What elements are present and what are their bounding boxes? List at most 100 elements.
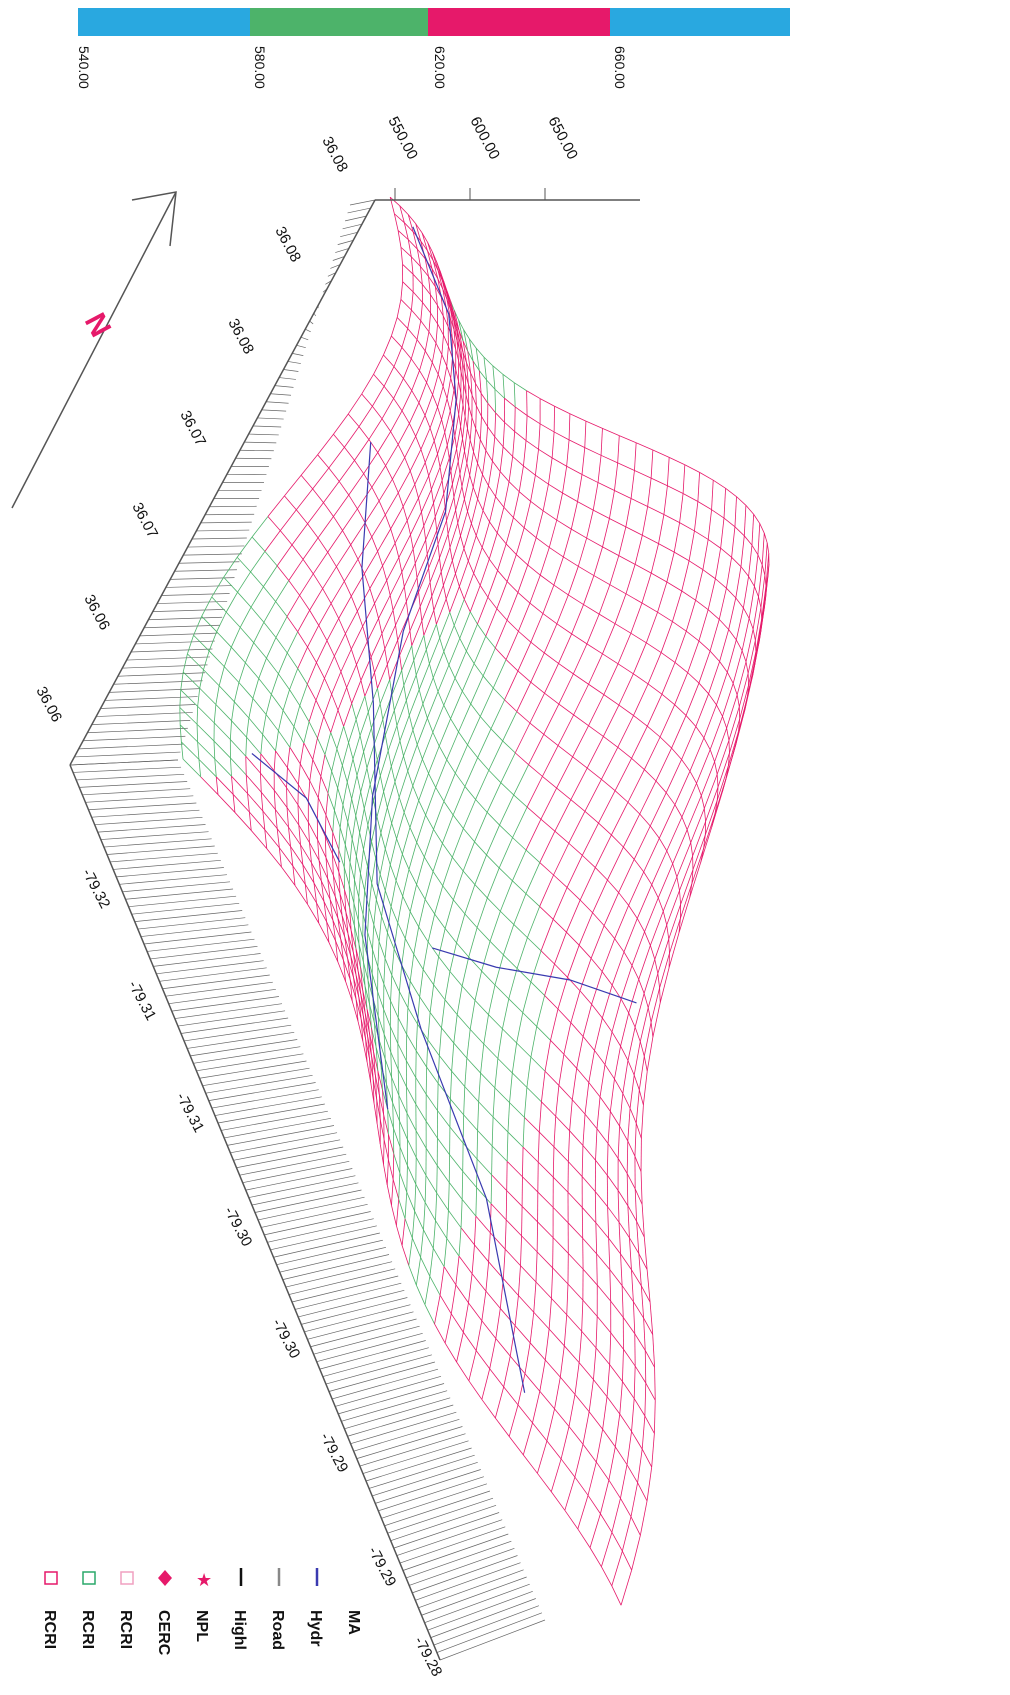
mesh-line: [492, 365, 496, 390]
mesh-line: [726, 672, 734, 684]
mesh-line: [617, 1126, 620, 1159]
mesh-line: [541, 1071, 546, 1102]
mesh-line: [602, 1396, 608, 1430]
mesh-line: [409, 470, 416, 485]
mesh-line: [362, 890, 366, 915]
curtain-hatch-line: [328, 1361, 435, 1392]
mesh-line: [513, 517, 525, 529]
mesh-line: [326, 921, 336, 942]
mesh-line: [407, 309, 412, 329]
mesh-line: [601, 985, 613, 1019]
mesh-line: [418, 773, 429, 801]
curtain-hatch-line: [162, 974, 270, 990]
mesh-line: [377, 1016, 385, 1035]
mesh-line: [462, 341, 469, 352]
mesh-line: [297, 804, 309, 823]
mesh-line: [389, 571, 403, 596]
mesh-line: [281, 866, 296, 886]
mesh-line: [630, 498, 648, 507]
mesh-line: [393, 685, 405, 711]
mesh-line: [627, 1205, 637, 1222]
mesh-line: [383, 1009, 385, 1035]
mesh-line: [383, 983, 391, 1002]
mesh-line: [608, 1446, 616, 1481]
mesh-line: [625, 526, 643, 536]
mesh-line: [566, 1314, 582, 1332]
mesh-line: [645, 612, 658, 643]
mesh-line: [622, 1349, 624, 1382]
mesh-line: [526, 415, 541, 425]
mesh-line: [483, 1014, 489, 1045]
mesh-line: [744, 675, 754, 710]
mesh-line: [288, 559, 304, 581]
mesh-line: [566, 855, 583, 888]
mesh-line: [475, 383, 477, 406]
mesh-line: [426, 1039, 429, 1068]
mesh-line: [407, 770, 414, 786]
mesh-line: [495, 647, 507, 660]
mesh-line: [551, 1298, 568, 1316]
curtain-hatch-line: [83, 735, 186, 742]
mesh-line: [619, 1413, 632, 1432]
mesh-line: [398, 797, 405, 813]
mesh-line: [252, 678, 260, 699]
mesh-line: [416, 814, 426, 843]
mesh-line: [530, 641, 545, 654]
mesh-line: [437, 304, 444, 317]
mesh-line: [567, 945, 580, 978]
mesh-line: [270, 673, 279, 695]
mesh-line: [369, 1059, 372, 1083]
mesh-line: [754, 586, 759, 597]
mesh-line: [581, 1145, 584, 1177]
mesh-line: [421, 620, 425, 636]
mesh-line: [265, 694, 272, 715]
mesh-line: [286, 767, 288, 788]
mesh-line: [273, 790, 276, 810]
mesh-line: [577, 501, 594, 511]
legend-label: NPL: [193, 1610, 210, 1642]
mesh-line: [391, 335, 403, 348]
mesh-line: [353, 977, 360, 998]
mesh-line: [446, 398, 451, 412]
mesh-line: [223, 576, 238, 593]
mesh-line: [620, 998, 630, 1014]
mesh-line: [358, 426, 370, 440]
mesh-line: [390, 766, 396, 782]
mesh-line: [403, 685, 407, 701]
mesh-line: [446, 299, 451, 319]
curtain-hatch-line: [350, 1411, 457, 1445]
mesh-line: [457, 498, 465, 524]
mesh-line: [247, 793, 250, 813]
mesh-line: [454, 772, 466, 787]
mesh-line: [354, 925, 357, 949]
mesh-line: [463, 523, 472, 549]
mesh-line: [567, 1130, 571, 1162]
mesh-line: [179, 724, 198, 743]
mesh-line: [687, 672, 700, 684]
mesh-line: [393, 366, 404, 379]
mesh-line: [672, 829, 688, 864]
mesh-line: [638, 1089, 644, 1106]
mesh-line: [691, 869, 694, 884]
mesh-line: [715, 578, 727, 589]
curtain-hatch-line: [174, 569, 237, 572]
mesh-line: [606, 1143, 609, 1176]
mesh-line: [193, 616, 203, 636]
mesh-line: [571, 633, 588, 645]
mesh-line: [215, 776, 219, 795]
mesh-line: [481, 1320, 497, 1339]
curtain-hatch-line: [187, 1031, 295, 1049]
mesh-line: [380, 1065, 383, 1091]
mesh-line: [448, 1210, 462, 1228]
mesh-line: [391, 948, 395, 976]
mesh-line: [582, 1114, 586, 1146]
mesh-line: [279, 530, 293, 546]
mesh-line: [758, 596, 762, 608]
mesh-line: [598, 790, 616, 824]
mesh-line: [289, 747, 301, 765]
mesh-line: [378, 941, 386, 959]
curtain-hatch-line: [117, 672, 206, 677]
mesh-line: [617, 462, 635, 471]
mesh-line: [707, 609, 720, 620]
mesh-line: [350, 544, 359, 560]
